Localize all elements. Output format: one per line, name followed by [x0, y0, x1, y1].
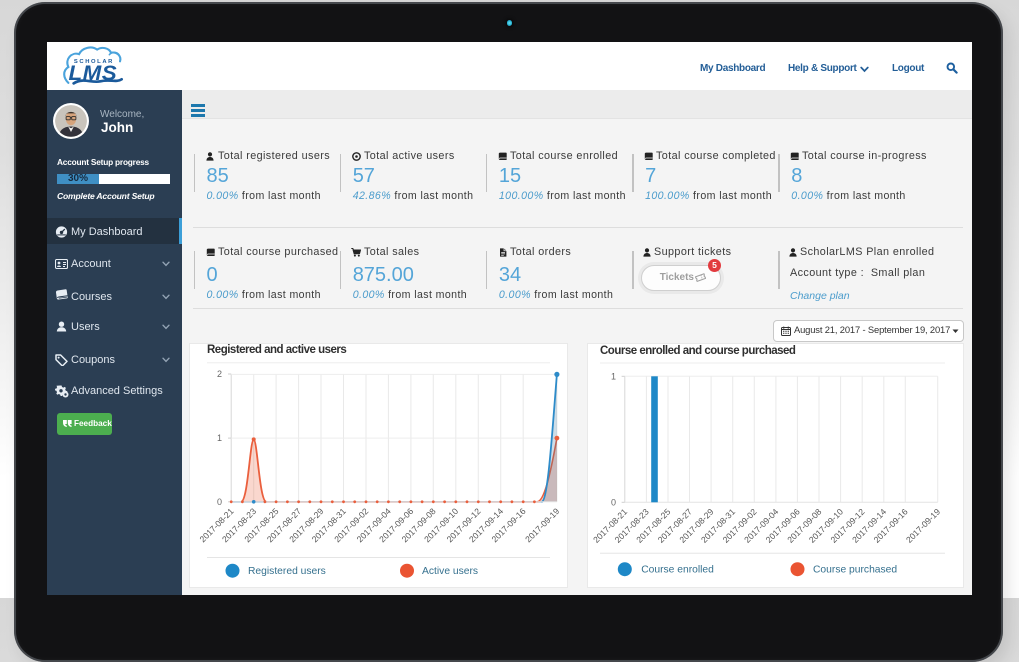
- svg-text:Active users: Active users: [422, 566, 478, 577]
- svg-text:1: 1: [611, 371, 616, 381]
- svg-text:Course purchased: Course purchased: [813, 564, 897, 575]
- svg-text:2: 2: [217, 369, 222, 379]
- svg-text:1: 1: [217, 433, 222, 443]
- svg-text:0: 0: [217, 496, 222, 506]
- svg-text:0: 0: [611, 497, 616, 507]
- svg-text:2017-09-19: 2017-09-19: [904, 506, 942, 544]
- svg-text:2017-09-19: 2017-09-19: [523, 505, 561, 543]
- svg-text:Registered users: Registered users: [248, 566, 326, 577]
- svg-text:SCHOLAR: SCHOLAR: [74, 58, 114, 64]
- svg-text:Course enrolled: Course enrolled: [641, 564, 714, 575]
